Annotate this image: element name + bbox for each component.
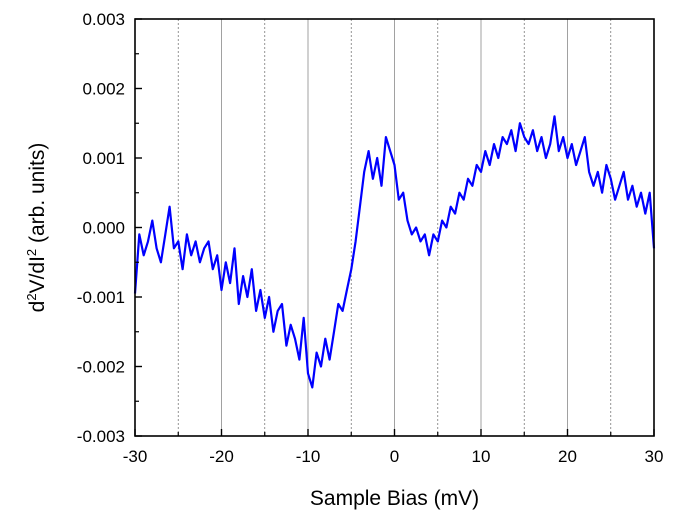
y-axis-title-d: d [26,301,49,313]
x-tick-label: 10 [472,447,491,466]
y-axis-title-sup2: 2 [24,249,39,256]
y-tick-label: 0.000 [82,219,125,238]
y-axis-title-sup1: 2 [24,293,39,300]
y-tick-label: 0.002 [82,80,125,99]
x-tick-labels: -30 -20 -10 0 10 20 30 [123,447,664,466]
x-tick-label: -20 [209,447,234,466]
x-tick-label: 20 [558,447,577,466]
x-axis-title: Sample Bias (mV) [310,487,479,510]
y-tick-label: -0.001 [77,288,125,307]
grid-lines [177,19,612,436]
x-tick-label: 30 [645,447,664,466]
series-layer [133,115,656,389]
x-tick-label: -10 [296,447,321,466]
y-tick-label: 0.003 [82,10,125,29]
y-axis-title: d2V/dI2 (arb. units) [24,143,49,313]
y-tick-label: -0.003 [77,427,125,446]
y-tick-labels: -0.003 -0.002 -0.001 0.000 0.001 0.002 0.003 [77,10,125,446]
axis-ticks [134,18,655,437]
y-tick-label: 0.001 [82,149,125,168]
y-axis-title-mid: V/dI [26,256,49,293]
x-tick-label: -30 [123,447,148,466]
x-tick-label: 0 [390,447,399,466]
y-axis-title-rest: (arb. units) [26,143,49,249]
y-tick-label: -0.002 [77,358,125,377]
series-line-0 [133,115,656,389]
